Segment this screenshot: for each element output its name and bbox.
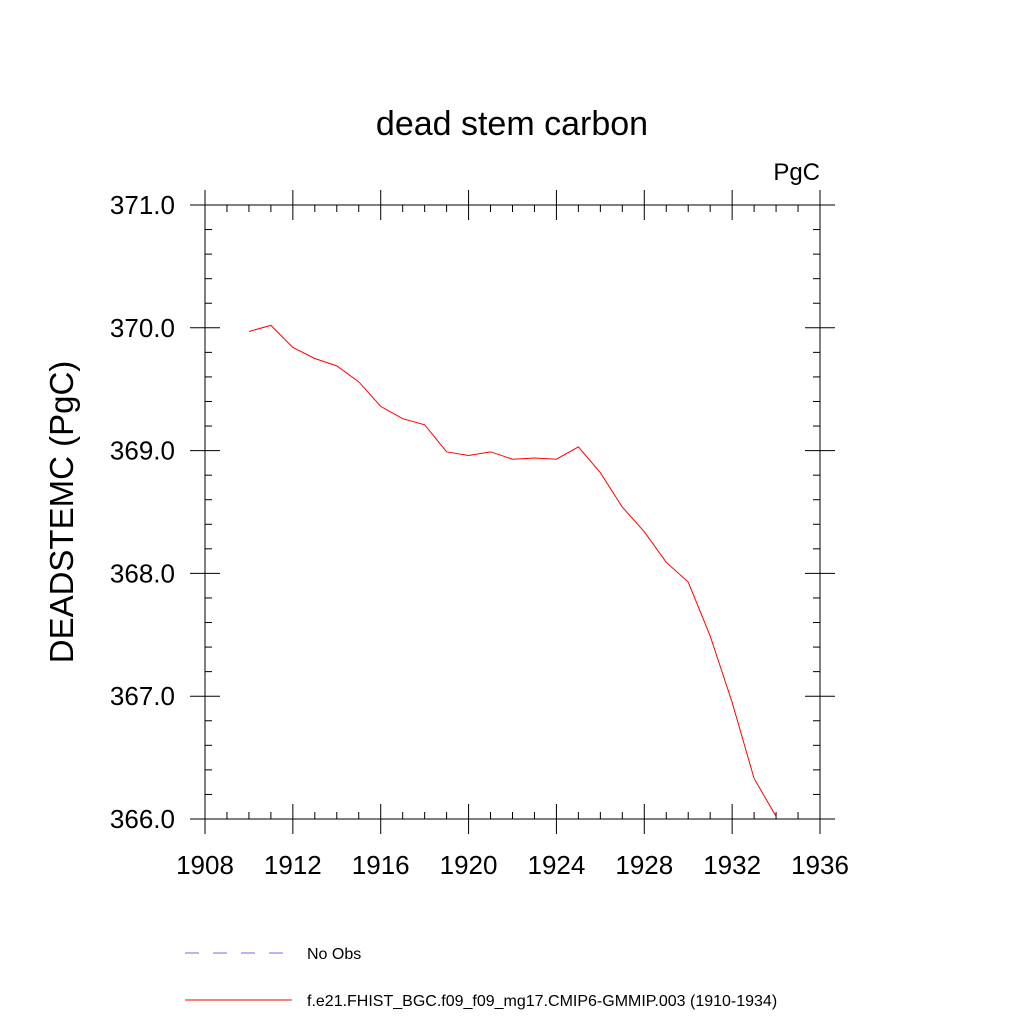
x-tick-label: 1928 xyxy=(615,850,673,880)
legend-label-no-obs: No Obs xyxy=(307,946,361,963)
series-line-model xyxy=(248,324,777,817)
y-axis-label: DEADSTEMC (PgC) xyxy=(43,361,80,664)
y-tick-label: 368.0 xyxy=(110,558,175,588)
x-tick-label: 1912 xyxy=(264,850,322,880)
legend-label-model: f.e21.FHIST_BGC.f09_f09_mg17.CMIP6-GMMIP… xyxy=(307,993,777,1010)
y-tick-label: 367.0 xyxy=(110,681,175,711)
y-tick-label: 369.0 xyxy=(110,436,175,466)
x-tick-label: 1924 xyxy=(528,850,586,880)
legend: No Obs f.e21.FHIST_BGC.f09_f09_mg17.CMIP… xyxy=(185,946,777,1010)
y-tick-labels: 366.0 367.0 368.0 369.0 370.0 371.0 xyxy=(110,190,175,834)
axis-ticks xyxy=(190,190,835,834)
y-tick-label: 370.0 xyxy=(110,313,175,343)
x-tick-label: 1908 xyxy=(176,850,234,880)
series-group xyxy=(248,324,777,817)
chart-title: dead stem carbon xyxy=(376,105,648,143)
x-tick-labels: 1908 1912 1916 1920 1924 1928 1932 1936 xyxy=(176,850,849,880)
x-tick-label: 1920 xyxy=(440,850,498,880)
plot-frame xyxy=(204,204,821,820)
x-tick-label: 1932 xyxy=(703,850,761,880)
y-tick-label: 371.0 xyxy=(110,190,175,220)
units-label: PgC xyxy=(773,159,820,186)
x-tick-label: 1936 xyxy=(791,850,849,880)
y-tick-label: 366.0 xyxy=(110,804,175,834)
x-tick-label: 1916 xyxy=(352,850,410,880)
